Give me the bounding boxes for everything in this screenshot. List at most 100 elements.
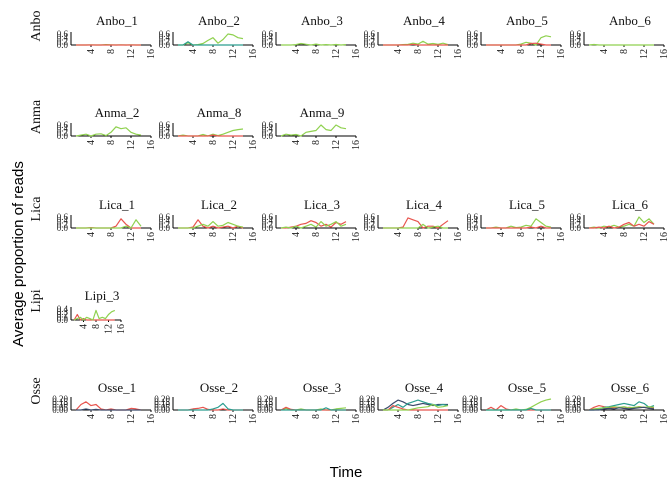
x-tick-label: 12 — [228, 49, 239, 59]
x-tick-label: 12 — [228, 232, 239, 242]
y-tick-label: 0.6 — [57, 120, 69, 130]
panel-lica_2: Lica_2 0.00.20.40.6 4 8 12 16 — [159, 197, 259, 242]
y-tick-label: 0.6 — [364, 212, 376, 222]
x-tick-label: 8 — [516, 414, 527, 419]
y-tick-label: 0.2 — [57, 127, 68, 137]
y-tick-label: 0.3 — [57, 307, 69, 317]
y-tick-label: 0.10 — [52, 400, 68, 410]
y-tick-label: 0.0 — [364, 223, 376, 233]
y-tick-label: 0.15 — [565, 397, 581, 407]
x-tick-label: 8 — [91, 324, 102, 329]
panel-anbo_3: Anbo_3 0.00.20.40.6 4 8 12 16 — [262, 13, 362, 59]
x-tick-label: 8 — [208, 414, 219, 419]
panel-title: Anbo_5 — [506, 13, 548, 28]
y-tick-label: 0.4 — [262, 124, 274, 134]
y-tick-label: 0.6 — [570, 212, 582, 222]
x-tick-label: 8 — [311, 49, 322, 54]
y-tick-label: 0.0 — [57, 40, 69, 50]
panel-title: Osse_3 — [303, 380, 341, 395]
y-tick-label: 0.4 — [262, 216, 274, 226]
series-line-teal — [281, 407, 346, 411]
series-line-navy — [76, 408, 141, 411]
panel-osse_6: Osse_6 0.000.050.100.150.20 4 8 12 16 — [565, 380, 670, 424]
y-tick-label: 0.1 — [57, 312, 68, 322]
y-tick-label: 0.10 — [154, 400, 170, 410]
x-tick-label: 4 — [188, 414, 199, 419]
x-tick-label: 16 — [248, 414, 259, 424]
y-tick-label: 0.0 — [159, 40, 171, 50]
panel-title: Osse_5 — [508, 380, 546, 395]
panel-title: Anbo_6 — [609, 13, 651, 28]
row-anma: Anma Anma_20.00.20.40.64 8 12 16Anma_80.00.2… — [29, 99, 362, 150]
y-tick-label: 0.4 — [364, 216, 376, 226]
panel-title: Anma_2 — [95, 105, 140, 120]
y-tick-label: 0.2 — [262, 127, 273, 137]
series-line-red — [178, 134, 243, 137]
y-tick-label: 0.6 — [159, 212, 171, 222]
y-tick-label: 0.6 — [262, 29, 274, 39]
x-tick-label: 16 — [146, 232, 157, 242]
panel-grid: Anbo Anbo_10.00.20.40.64 8 12 16Anbo_20.00.2… — [29, 10, 670, 424]
x-tick-label: 8 — [311, 414, 322, 419]
y-tick-label: 0.0 — [262, 223, 274, 233]
y-tick-label: 0.0 — [262, 40, 274, 50]
x-tick-label: 8 — [106, 49, 117, 54]
series-line-teal — [178, 402, 243, 411]
y-tick-label: 0.2 — [364, 36, 375, 46]
y-tick-label: 0.4 — [262, 33, 274, 43]
x-tick-label: 12 — [536, 232, 547, 242]
x-tick-label: 4 — [496, 414, 507, 419]
y-tick-label: 0.6 — [364, 29, 376, 39]
x-tick-label: 12 — [433, 414, 444, 424]
panel-title: Lica_5 — [509, 197, 545, 212]
panel-title: Lica_6 — [612, 197, 649, 212]
y-tick-label: 0.10 — [257, 400, 273, 410]
x-tick-label: 16 — [556, 49, 567, 59]
x-tick-label: 16 — [453, 232, 464, 242]
y-tick-label: 0.4 — [159, 33, 171, 43]
x-tick-label: 8 — [413, 232, 424, 237]
panel-title: Anbo_1 — [96, 13, 138, 28]
panel-anbo_4: Anbo_4 0.00.20.40.6 4 8 12 16 — [364, 13, 464, 59]
y-tick-label: 0.0 — [57, 131, 69, 141]
x-tick-label: 8 — [311, 232, 322, 237]
y-tick-label: 0.2 — [57, 36, 68, 46]
y-tick-label: 0.2 — [364, 219, 375, 229]
x-tick-label: 12 — [331, 232, 342, 242]
panel-title: Lica_2 — [201, 197, 237, 212]
x-tick-label: 8 — [106, 414, 117, 419]
y-tick-label: 0.2 — [57, 310, 68, 320]
x-tick-label: 12 — [639, 232, 650, 242]
x-tick-label: 8 — [413, 414, 424, 419]
panel-lica_5: Lica_5 0.00.20.40.6 4 8 12 16 — [467, 197, 567, 242]
row-label: Lipi — [29, 289, 44, 312]
panel-anma_2: Anma_2 0.00.20.40.6 4 8 12 16 — [57, 105, 157, 150]
y-tick-label: 0.6 — [57, 29, 69, 39]
y-tick-label: 0.20 — [154, 394, 170, 404]
y-tick-label: 0.10 — [462, 400, 478, 410]
x-tick-label: 4 — [599, 232, 610, 237]
series-line-green — [281, 42, 347, 46]
panel-lica_1: Lica_1 0.00.20.40.6 4 8 12 16 — [57, 197, 157, 242]
series-line-green — [280, 221, 347, 229]
panel-title: Anma_8 — [197, 105, 242, 120]
x-tick-label: 4 — [291, 414, 302, 419]
series-line-red — [383, 43, 448, 46]
row-label: Anbo — [29, 10, 44, 41]
y-tick-label: 0.4 — [570, 33, 582, 43]
series-line-green — [486, 398, 552, 411]
panel-osse_5: Osse_5 0.000.050.100.150.20 4 8 12 16 — [462, 380, 567, 424]
x-tick-label: 4 — [393, 414, 404, 419]
y-tick-label: 0.4 — [57, 304, 69, 314]
x-tick-label: 4 — [599, 414, 610, 419]
x-tick-label: 8 — [208, 232, 219, 237]
x-tick-label: 16 — [146, 140, 157, 150]
x-tick-label: 12 — [126, 414, 137, 424]
panel-lica_4: Lica_4 0.00.20.40.6 4 8 12 16 — [364, 197, 464, 242]
series-line-teal — [383, 399, 449, 411]
panel-title: Anbo_4 — [403, 13, 445, 28]
x-tick-label: 4 — [188, 140, 199, 145]
x-tick-label: 12 — [331, 414, 342, 424]
y-tick-label: 0.15 — [462, 397, 478, 407]
x-tick-label: 16 — [659, 414, 670, 424]
